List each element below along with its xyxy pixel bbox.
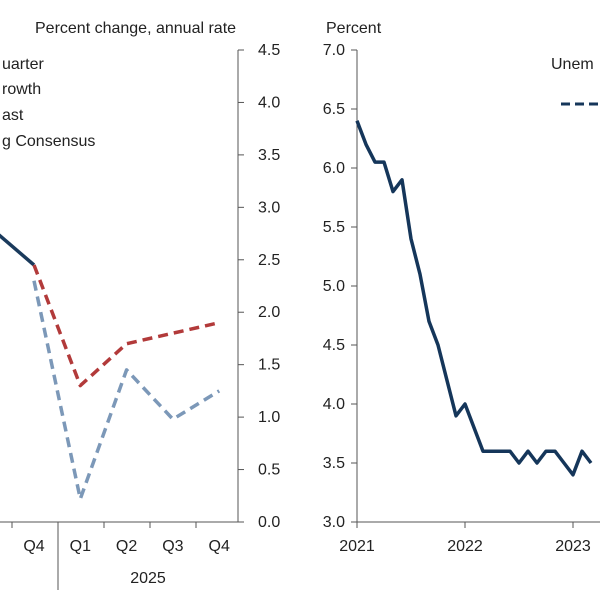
right-series-group xyxy=(355,120,593,477)
left-legend-entry: uarter xyxy=(2,56,44,73)
right-y-tick-label: 5.5 xyxy=(323,219,345,236)
left-y-tick-label: 2.0 xyxy=(258,304,280,321)
left-y-tick-label: 4.0 xyxy=(258,94,280,111)
right-chart: Percent Unem 3.0 3.5 4.0 4.5 5.0 5.5 6.0 6.5 7.0… xyxy=(323,20,600,555)
right-y-tick-label: 7.0 xyxy=(323,42,345,59)
left-y-tick-label: 3.0 xyxy=(258,199,280,216)
left-y-axis-title: Percent change, annual rate xyxy=(35,20,236,37)
left-legend: uarter rowth ast g Consensus xyxy=(2,56,95,150)
left-y-tick-label: 0.0 xyxy=(258,514,280,531)
right-y-tick-label: 6.0 xyxy=(323,160,345,177)
left-series-group xyxy=(0,233,221,501)
left-legend-entry: rowth xyxy=(2,81,41,98)
right-series-line-0 xyxy=(355,120,593,477)
right-y-ticks: 3.0 3.5 4.0 4.5 5.0 5.5 6.0 6.5 7.0 xyxy=(323,42,357,531)
left-x-tick-label: Q2 xyxy=(116,538,137,555)
left-y-tick-label: 2.5 xyxy=(258,252,280,269)
left-y-tick-label: 1.5 xyxy=(258,357,280,374)
left-y-tick-label: 1.0 xyxy=(258,409,280,426)
right-y-tick-label: 6.5 xyxy=(323,101,345,118)
left-legend-entry: g Consensus xyxy=(2,133,95,150)
left-y-tick-label: 0.5 xyxy=(258,462,280,479)
right-y-tick-label: 5.0 xyxy=(323,278,345,295)
left-series-line-0 xyxy=(0,233,36,267)
left-series-line-2 xyxy=(32,280,221,501)
left-x-tick-label: Q4 xyxy=(209,538,230,555)
left-y-ticks: 0.0 0.5 1.0 1.5 2.0 2.5 3.0 3.5 4.0 4.5 xyxy=(238,42,280,531)
left-year-label: 2025 xyxy=(130,570,166,587)
left-x-ticks: Q4 Q1 Q2 Q3 Q4 xyxy=(11,522,230,555)
left-series-line-1 xyxy=(32,264,220,388)
left-y-tick-label: 3.5 xyxy=(258,147,280,164)
right-legend-entry: Unem xyxy=(551,56,594,73)
right-y-tick-label: 3.0 xyxy=(323,514,345,531)
right-x-tick-label: 2023 xyxy=(555,538,591,555)
left-legend-entry: ast xyxy=(2,107,24,124)
left-y-tick-label: 4.5 xyxy=(258,42,280,59)
right-y-axis-title: Percent xyxy=(326,20,382,37)
left-x-tick-label: Q1 xyxy=(70,538,91,555)
right-y-tick-label: 3.5 xyxy=(323,455,345,472)
right-x-tick-label: 2022 xyxy=(447,538,483,555)
right-y-tick-label: 4.0 xyxy=(323,396,345,413)
right-x-tick-label: 2021 xyxy=(339,538,375,555)
right-x-ticks: 2021 2022 2023 xyxy=(339,522,591,555)
left-x-tick-label: Q3 xyxy=(162,538,183,555)
left-chart: Percent change, annual rate uarter rowth… xyxy=(0,20,280,590)
left-x-tick-label: Q4 xyxy=(23,538,44,555)
right-y-tick-label: 4.5 xyxy=(323,337,345,354)
